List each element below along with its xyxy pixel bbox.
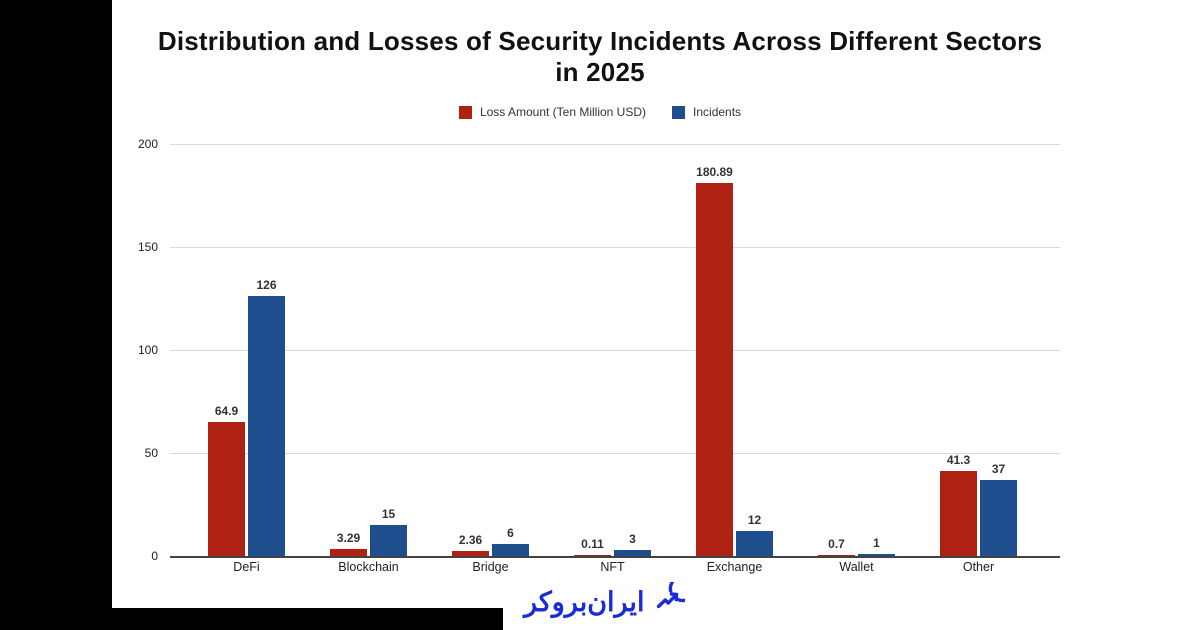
bar-value-label: 41.3	[946, 453, 971, 467]
chart-title: Distribution and Losses of Security Inci…	[157, 26, 1043, 87]
legend-swatch-icon	[458, 105, 472, 119]
bar-value-label: 6	[507, 526, 514, 540]
y-tick-label: 0	[151, 549, 158, 563]
bar-value-label: 0.11	[581, 537, 604, 551]
x-category-label: Wallet	[839, 560, 874, 574]
gridline	[170, 246, 1060, 248]
trend-circle-arrow-icon	[649, 574, 697, 623]
bar-value-label: 12	[747, 513, 762, 527]
bar	[574, 555, 611, 556]
bar	[492, 544, 529, 556]
bar-value-label: 64.9	[214, 404, 239, 418]
x-category-label: DeFi	[233, 560, 260, 574]
bar	[370, 525, 407, 556]
legend-label: Incidents	[693, 105, 742, 119]
bar	[614, 550, 651, 556]
gridline	[170, 143, 1060, 145]
logo-strip-panel	[503, 608, 1200, 630]
legend-swatch-icon	[672, 105, 686, 119]
bar	[858, 554, 895, 556]
legend-item: Loss Amount (Ten Million USD)	[458, 105, 647, 119]
x-axis-line	[170, 556, 1060, 558]
legend-label: Loss Amount (Ten Million USD)	[479, 105, 647, 119]
bar	[696, 183, 733, 556]
logo-text: ایران‌بروکر	[524, 587, 645, 617]
y-tick-label: 200	[137, 137, 158, 151]
chart-panel	[112, 0, 1200, 608]
bar	[330, 549, 367, 556]
bar-value-label: 15	[381, 507, 396, 521]
x-category-label: Exchange	[706, 560, 763, 574]
x-category-label: Bridge	[472, 560, 509, 574]
bar-value-label: 180.89	[696, 165, 733, 179]
bar-value-label: 3.29	[336, 531, 361, 545]
bar	[980, 480, 1017, 556]
chart-legend: Loss Amount (Ten Million USD) Incidents	[0, 104, 1200, 120]
gridline	[170, 452, 1060, 454]
bar-value-label: 2.36	[458, 533, 483, 547]
x-category-label: Blockchain	[338, 560, 399, 574]
bar-value-label: 37	[991, 462, 1006, 476]
bar	[736, 531, 773, 556]
x-category-label: Other	[962, 560, 995, 574]
gridline	[170, 349, 1060, 351]
bar-value-label: 3	[629, 532, 636, 546]
bar	[818, 555, 855, 556]
y-tick-label: 150	[137, 240, 158, 254]
bar	[452, 551, 489, 556]
watermark-logo: ایران‌بروکر	[524, 574, 697, 623]
bar-value-label: 1	[873, 536, 880, 550]
y-tick-label: 50	[144, 446, 158, 460]
bar	[248, 296, 285, 556]
x-category-label: NFT	[600, 560, 625, 574]
bar-value-label: 126	[256, 278, 277, 292]
y-tick-label: 100	[137, 343, 158, 357]
bar	[208, 422, 245, 556]
bar	[940, 471, 977, 556]
legend-item: Incidents	[672, 105, 741, 119]
bar-value-label: 0.7	[828, 537, 845, 551]
